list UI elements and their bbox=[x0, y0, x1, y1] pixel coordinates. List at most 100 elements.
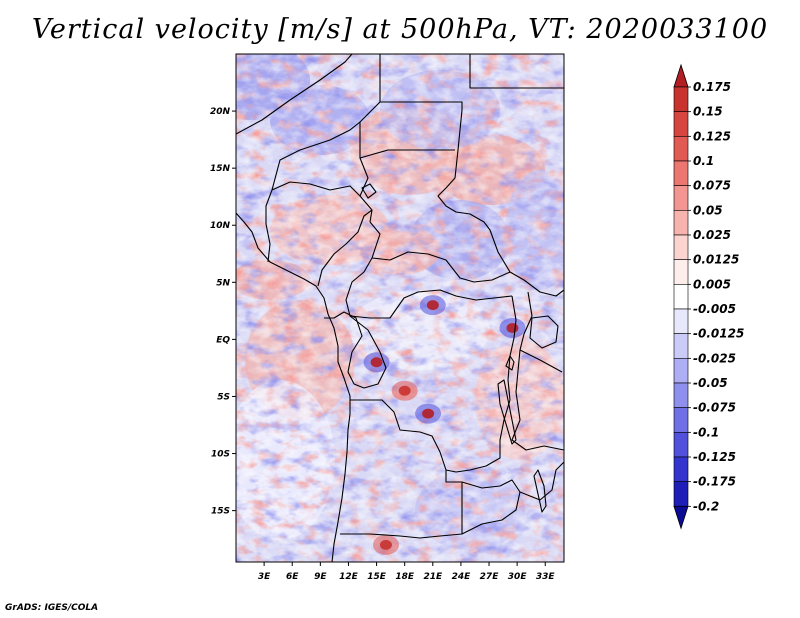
colorbar-bin bbox=[673, 308, 689, 334]
border-libya-egypt-east bbox=[469, 54, 564, 89]
feature-subsidence-4 bbox=[391, 380, 418, 401]
y-tick-label: 5N bbox=[216, 278, 230, 288]
colorbar-label: -0.005 bbox=[693, 302, 736, 316]
border-chad-sudan-north bbox=[359, 149, 455, 159]
colorbar-bin bbox=[673, 160, 689, 186]
colorbar-label: 0.005 bbox=[693, 277, 731, 291]
border-uganda-kenya bbox=[519, 291, 563, 373]
border-drc-east bbox=[445, 295, 517, 473]
border-angola-south bbox=[340, 470, 463, 539]
x-tick-label: 9E bbox=[314, 572, 327, 582]
chart-title: Vertical velocity [m/s] at 500hPa, VT: 2… bbox=[31, 14, 769, 45]
x-tick-label: 21E bbox=[423, 572, 443, 582]
colorbar-label: 0.175 bbox=[693, 80, 731, 94]
border-drc-congo bbox=[349, 315, 387, 389]
colorbar-label: -0.2 bbox=[693, 499, 719, 513]
colorbar-bin bbox=[673, 185, 689, 211]
border-congo-gabon bbox=[324, 311, 363, 385]
colorbar-label: -0.05 bbox=[693, 376, 728, 390]
colorbar-bin bbox=[673, 111, 689, 137]
lake-chad bbox=[361, 183, 377, 199]
convective-cores bbox=[363, 295, 526, 555]
border-cameroon bbox=[317, 209, 373, 287]
colorbar-extend-bottom bbox=[673, 505, 689, 530]
border-libya-sudan bbox=[359, 54, 381, 223]
colorbar-bin bbox=[673, 234, 689, 260]
lake-kivu bbox=[505, 355, 515, 371]
border-mozambique bbox=[519, 461, 564, 501]
x-tick-label: 12E bbox=[339, 572, 359, 582]
lake-malawi bbox=[533, 469, 547, 513]
colorbar-label: 0.15 bbox=[693, 105, 723, 119]
colorbar-label: -0.075 bbox=[693, 401, 736, 415]
border-niger-nigeria bbox=[271, 181, 361, 197]
field-texture-white bbox=[236, 54, 564, 562]
x-tick-label: 6E bbox=[286, 572, 299, 582]
border-algeria-niger bbox=[271, 121, 361, 191]
colorbar-bin bbox=[673, 407, 689, 433]
colorbar-extend-top bbox=[673, 63, 689, 88]
colorbar-label: -0.0125 bbox=[693, 327, 744, 341]
colorbar-bin bbox=[673, 284, 689, 310]
x-tick-label: 18E bbox=[395, 572, 415, 582]
colorbar-bin bbox=[673, 333, 689, 359]
border-chad-car bbox=[369, 221, 511, 283]
feature-ascent-0 bbox=[363, 352, 390, 373]
y-axis: 20N 15N 10N 5N EQ 5S 10S 15S bbox=[210, 107, 236, 517]
colorbar-label: -0.1 bbox=[693, 425, 719, 439]
border-tanzania bbox=[511, 349, 564, 451]
x-axis: 3E 6E 9E 12E 15E 18E 21E 24E 27E 30E 33E bbox=[258, 562, 556, 582]
colorbar-label: -0.125 bbox=[693, 450, 736, 464]
border-mali-algeria bbox=[236, 54, 353, 135]
border-sudan-east bbox=[437, 109, 511, 273]
colorbar-bin bbox=[673, 358, 689, 384]
colorbar-label: 0.0125 bbox=[693, 253, 739, 267]
colorbar-label: 0.05 bbox=[693, 203, 723, 217]
plot-frame bbox=[235, 53, 565, 563]
y-tick-label: 5S bbox=[217, 392, 230, 402]
colorbar-bin bbox=[673, 481, 689, 507]
border-car-drc bbox=[345, 257, 513, 319]
lake-victoria bbox=[529, 315, 559, 349]
grads-credit: GrADS: IGES/COLA bbox=[5, 603, 99, 613]
x-tick-label: 33E bbox=[536, 572, 556, 582]
colorbar-bin bbox=[673, 382, 689, 408]
colorbar-label: 0.1 bbox=[693, 154, 714, 168]
x-tick-label: 3E bbox=[258, 572, 271, 582]
colorbar: 0.175 0.15 0.125 0.1 0.075 0.05 0.025 0.0125 0.0… bbox=[673, 63, 744, 530]
border-angola-drc bbox=[350, 399, 447, 471]
x-tick-label: 27E bbox=[480, 572, 500, 582]
lake-tanganyika bbox=[497, 379, 517, 445]
x-tick-label: 15E bbox=[367, 572, 387, 582]
x-tick-label: 30E bbox=[508, 572, 528, 582]
y-tick-label: EQ bbox=[216, 335, 230, 345]
colorbar-label: 0.125 bbox=[693, 129, 731, 143]
country-borders bbox=[236, 54, 564, 562]
colorbar-bin bbox=[673, 210, 689, 236]
colorbar-label: 0.025 bbox=[693, 228, 731, 242]
y-tick-label: 10S bbox=[211, 450, 230, 460]
feature-subsidence-5 bbox=[372, 534, 399, 555]
border-egypt-sudan bbox=[380, 101, 463, 110]
x-tick-label: 24E bbox=[452, 572, 472, 582]
colorbar-label: -0.175 bbox=[693, 475, 736, 489]
colorbar-bin bbox=[673, 86, 689, 112]
colorbar-bin bbox=[673, 456, 689, 482]
y-tick-label: 10N bbox=[210, 221, 231, 231]
feature-ascent-2 bbox=[499, 317, 526, 338]
coastline-west bbox=[236, 212, 351, 562]
border-east-africa bbox=[509, 271, 564, 297]
colorbar-bin bbox=[673, 432, 689, 458]
colorbar-label: -0.025 bbox=[693, 351, 736, 365]
colorbar-label: 0.075 bbox=[693, 179, 731, 193]
feature-ascent-1 bbox=[419, 295, 446, 316]
y-tick-label: 15N bbox=[210, 164, 231, 174]
y-tick-label: 20N bbox=[210, 107, 231, 117]
y-tick-label: 15S bbox=[211, 507, 230, 517]
vertical-velocity-field bbox=[236, 54, 564, 562]
colorbar-bin bbox=[673, 259, 689, 285]
border-niger-west bbox=[265, 189, 273, 263]
feature-ascent-3 bbox=[415, 403, 442, 424]
colorbar-bin bbox=[673, 136, 689, 162]
